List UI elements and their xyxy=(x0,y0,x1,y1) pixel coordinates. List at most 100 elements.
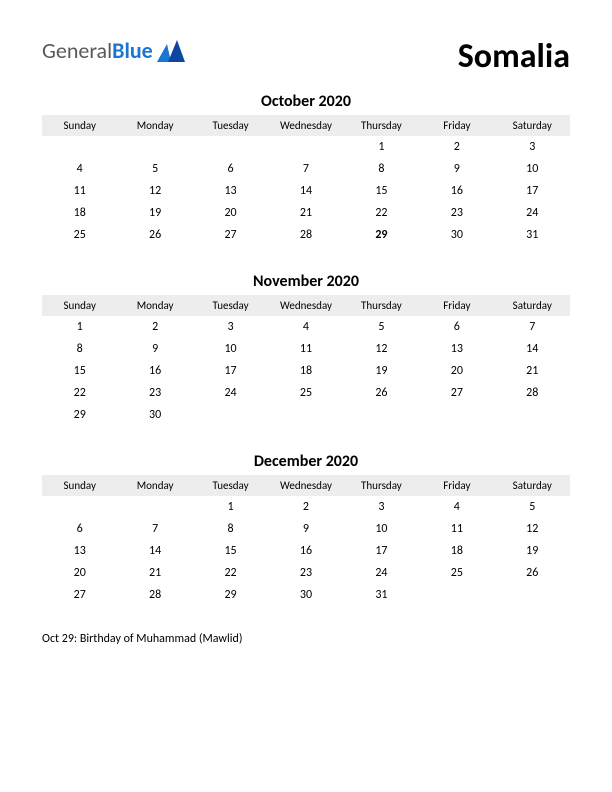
calendar-cell: 22 xyxy=(193,562,268,584)
weekday-header: Monday xyxy=(117,115,192,136)
calendar-cell: 9 xyxy=(117,338,192,360)
calendar-cell: 5 xyxy=(495,496,570,518)
calendar-cell: 22 xyxy=(344,202,419,224)
calendar-cell: 29 xyxy=(344,224,419,246)
calendar-cell: 20 xyxy=(419,360,494,382)
calendar-cell-empty xyxy=(193,404,268,426)
logo-text: GeneralBlue xyxy=(42,40,153,62)
calendar-cell: 1 xyxy=(42,316,117,338)
month-title: November 2020 xyxy=(42,272,570,291)
calendar-cell-empty xyxy=(193,136,268,158)
calendar-cell: 7 xyxy=(268,158,343,180)
calendar-cell: 20 xyxy=(42,562,117,584)
calendar-cell: 14 xyxy=(117,540,192,562)
calendar-cell: 6 xyxy=(419,316,494,338)
page-header: GeneralBlue Somalia xyxy=(42,40,570,74)
calendar-cell: 26 xyxy=(117,224,192,246)
holiday-notes: Oct 29: Birthday of Muhammad (Mawlid) xyxy=(42,632,570,646)
calendar-cell: 16 xyxy=(117,360,192,382)
calendar-cell: 17 xyxy=(344,540,419,562)
calendar-cell: 17 xyxy=(495,180,570,202)
calendar-cell: 28 xyxy=(268,224,343,246)
weekday-header: Tuesday xyxy=(193,475,268,496)
calendar-cell: 7 xyxy=(117,518,192,540)
calendar-cell: 4 xyxy=(419,496,494,518)
weekday-header: Wednesday xyxy=(268,115,343,136)
calendar-cell: 2 xyxy=(419,136,494,158)
calendar-cell: 3 xyxy=(193,316,268,338)
weekday-header: Friday xyxy=(419,475,494,496)
calendar-cell-empty xyxy=(495,584,570,606)
weekday-header: Sunday xyxy=(42,475,117,496)
calendar-cell: 3 xyxy=(495,136,570,158)
weekday-header: Wednesday xyxy=(268,475,343,496)
calendar-cell: 13 xyxy=(419,338,494,360)
calendar-cell: 15 xyxy=(193,540,268,562)
logo-blue: Blue xyxy=(112,37,153,64)
weekday-header: Tuesday xyxy=(193,295,268,316)
calendar-cell: 27 xyxy=(193,224,268,246)
weekday-header: Tuesday xyxy=(193,115,268,136)
calendar-cell: 30 xyxy=(117,404,192,426)
calendar-cell: 19 xyxy=(117,202,192,224)
calendar-cell-empty xyxy=(268,404,343,426)
calendar-cell: 18 xyxy=(268,360,343,382)
calendar-cell-empty xyxy=(419,584,494,606)
calendar-cell: 10 xyxy=(344,518,419,540)
weekday-header: Thursday xyxy=(344,475,419,496)
calendar-cell: 1 xyxy=(193,496,268,518)
calendar-cell: 6 xyxy=(42,518,117,540)
calendar-cell: 10 xyxy=(495,158,570,180)
calendar-cell: 17 xyxy=(193,360,268,382)
calendar-cell: 25 xyxy=(419,562,494,584)
calendar-cell: 19 xyxy=(495,540,570,562)
calendar-cell-empty xyxy=(117,136,192,158)
calendar-cell: 24 xyxy=(193,382,268,404)
logo-general: General xyxy=(42,37,112,64)
month-title: December 2020 xyxy=(42,452,570,471)
calendar-cell: 1 xyxy=(344,136,419,158)
months-container: October 2020SundayMondayTuesdayWednesday… xyxy=(42,92,570,606)
calendar-cell: 11 xyxy=(419,518,494,540)
calendar-cell: 5 xyxy=(117,158,192,180)
calendar-cell: 18 xyxy=(42,202,117,224)
calendar-cell: 29 xyxy=(42,404,117,426)
weekday-header: Sunday xyxy=(42,115,117,136)
calendar-cell: 12 xyxy=(344,338,419,360)
weekday-header: Monday xyxy=(117,475,192,496)
calendar-cell: 12 xyxy=(117,180,192,202)
calendar-cell: 8 xyxy=(344,158,419,180)
calendar-cell: 27 xyxy=(419,382,494,404)
calendar-cell: 15 xyxy=(42,360,117,382)
calendar-cell: 31 xyxy=(344,584,419,606)
calendar-cell: 26 xyxy=(495,562,570,584)
calendar-cell: 30 xyxy=(419,224,494,246)
calendar-cell-empty xyxy=(42,496,117,518)
calendar-cell: 14 xyxy=(495,338,570,360)
calendar-cell: 30 xyxy=(268,584,343,606)
month-block: October 2020SundayMondayTuesdayWednesday… xyxy=(42,92,570,246)
calendar-cell: 16 xyxy=(419,180,494,202)
calendar-cell: 23 xyxy=(268,562,343,584)
weekday-header: Thursday xyxy=(344,115,419,136)
calendar-cell: 2 xyxy=(117,316,192,338)
weekday-header: Friday xyxy=(419,115,494,136)
weekday-header: Saturday xyxy=(495,115,570,136)
weekday-header: Sunday xyxy=(42,295,117,316)
calendar-cell: 9 xyxy=(268,518,343,540)
calendar-cell-empty xyxy=(117,496,192,518)
logo: GeneralBlue xyxy=(42,40,185,62)
calendar-cell: 29 xyxy=(193,584,268,606)
calendar-cell: 21 xyxy=(268,202,343,224)
calendar-cell: 14 xyxy=(268,180,343,202)
calendar-cell-empty xyxy=(42,136,117,158)
calendar-table: SundayMondayTuesdayWednesdayThursdayFrid… xyxy=(42,475,570,606)
calendar-cell: 11 xyxy=(268,338,343,360)
calendar-cell: 22 xyxy=(42,382,117,404)
calendar-cell: 23 xyxy=(117,382,192,404)
calendar-cell: 7 xyxy=(495,316,570,338)
logo-mark-icon xyxy=(157,40,185,62)
calendar-cell: 21 xyxy=(495,360,570,382)
calendar-cell: 19 xyxy=(344,360,419,382)
weekday-header: Thursday xyxy=(344,295,419,316)
